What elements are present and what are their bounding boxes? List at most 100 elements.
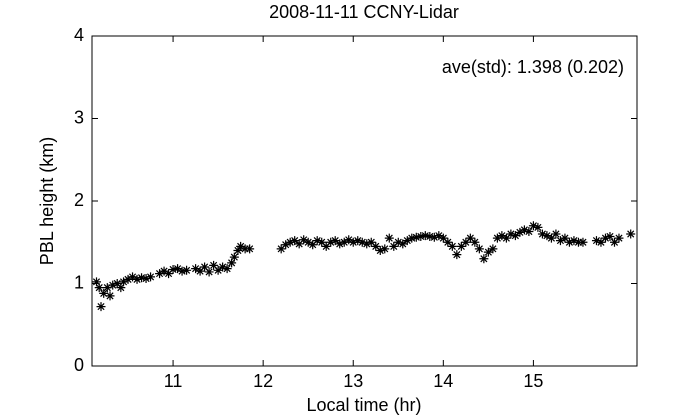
data-point (456, 241, 466, 251)
data-point (573, 237, 583, 247)
data-point (108, 280, 118, 290)
x-tick-label: 12 (253, 371, 273, 391)
data-point (605, 231, 615, 241)
data-point (92, 277, 102, 287)
data-point (591, 236, 601, 246)
data-point (389, 241, 399, 251)
data-point (425, 231, 435, 241)
data-point (402, 236, 412, 246)
data-point (155, 269, 165, 279)
data-point (213, 265, 223, 275)
x-tick-label: 13 (343, 371, 363, 391)
data-point (510, 231, 520, 241)
data-point (384, 233, 394, 243)
data-point (483, 247, 493, 257)
data-point (290, 236, 300, 246)
data-point (375, 246, 385, 255)
x-tick-label: 11 (164, 371, 183, 391)
data-point (564, 237, 574, 247)
data-point (569, 236, 579, 246)
data-point (119, 277, 129, 287)
data-point (488, 244, 498, 254)
chart-title: 2008-11-11 CCNY-Lidar (269, 2, 459, 22)
data-point (551, 229, 561, 239)
data-point (102, 283, 112, 293)
data-point (452, 250, 462, 260)
y-tick-label: 2 (74, 190, 84, 210)
data-point (398, 239, 408, 249)
data-point (470, 237, 480, 247)
data-point (492, 233, 502, 243)
data-point (371, 241, 381, 251)
data-point (245, 244, 255, 254)
data-point (321, 241, 331, 251)
data-point (429, 232, 439, 242)
data-point (236, 241, 246, 251)
x-tick-label: 15 (523, 371, 543, 391)
data-point (555, 236, 565, 246)
data-point (276, 244, 286, 254)
data-point (380, 244, 390, 254)
data-point (146, 272, 156, 282)
data-point (560, 233, 570, 243)
data-point (443, 237, 453, 247)
data-point (434, 231, 444, 241)
data-point (609, 237, 619, 247)
data-point (497, 231, 507, 241)
data-point (479, 254, 489, 264)
data-point (344, 235, 354, 245)
data-point (218, 262, 228, 272)
data-point (596, 237, 606, 247)
data-point (177, 266, 187, 276)
data-point (222, 264, 232, 274)
plot-frame (91, 35, 638, 367)
data-point (99, 288, 109, 298)
data-point (393, 237, 403, 247)
data-point (416, 231, 426, 241)
data-point (285, 237, 295, 247)
data-point (159, 266, 169, 276)
data-point (141, 274, 151, 284)
data-point (519, 225, 529, 235)
data-point (339, 237, 349, 247)
y-tick-label: 3 (74, 107, 84, 127)
data-point (546, 233, 556, 243)
data-point (366, 237, 376, 247)
data-point (200, 262, 210, 272)
data-point (506, 229, 516, 239)
data-point (542, 231, 552, 241)
data-point (600, 233, 610, 243)
data-point (411, 232, 421, 242)
data-point (465, 233, 475, 243)
data-point (116, 283, 126, 293)
data-point (173, 264, 183, 274)
data-point (330, 236, 340, 246)
data-point (407, 233, 417, 243)
data-point (227, 258, 237, 268)
data-point (137, 273, 147, 283)
data-point (447, 241, 457, 251)
data-point (308, 240, 318, 250)
data-point (105, 291, 115, 301)
data-point (303, 237, 313, 247)
data-point (233, 246, 243, 255)
data-point (461, 237, 471, 247)
data-point (229, 252, 239, 262)
data-point (348, 237, 358, 247)
y-tick-label: 1 (74, 272, 84, 292)
data-point (191, 264, 201, 274)
data-point (357, 237, 367, 247)
data-point (195, 266, 205, 276)
data-point (164, 269, 174, 279)
data-point (294, 239, 304, 249)
y-tick-label: 0 (74, 355, 84, 375)
data-point (132, 274, 142, 284)
data-point (362, 239, 372, 249)
data-point (501, 233, 511, 243)
y-axis-label: PBL height (km) (37, 137, 57, 265)
data-point (524, 227, 534, 237)
data-point (474, 244, 484, 254)
data-point (240, 244, 250, 254)
data-point (420, 231, 430, 241)
